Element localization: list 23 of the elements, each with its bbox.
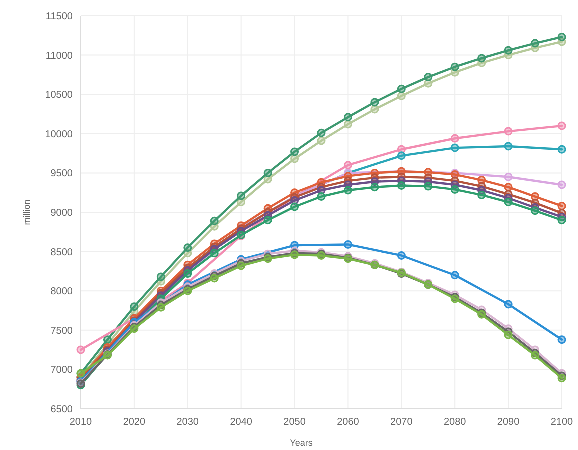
x-tick-label: 2030 xyxy=(176,417,200,428)
y-tick-label: 8500 xyxy=(50,247,74,258)
y-tick-label: 9500 xyxy=(50,168,74,180)
x-tick-label: 2090 xyxy=(497,417,520,428)
y-tick-label: 10500 xyxy=(45,90,74,102)
x-axis-title: Years xyxy=(290,438,314,448)
y-axis-title: million xyxy=(22,200,32,226)
y-tick-label: 7500 xyxy=(50,326,74,337)
x-tick-label: 2010 xyxy=(70,417,93,428)
y-tick-label: 10000 xyxy=(45,129,74,140)
x-tick-label: 2070 xyxy=(390,417,414,428)
x-tick-label: 2080 xyxy=(444,417,467,428)
x-tick-label: 2040 xyxy=(230,417,253,428)
x-tick-label: 2100 xyxy=(550,417,574,428)
x-tick-label: 2020 xyxy=(123,417,146,428)
x-tick-label: 2050 xyxy=(284,417,306,428)
y-tick-label: 11500 xyxy=(46,12,74,22)
y-tick-label: 11000 xyxy=(46,50,74,62)
y-tick-label: 9000 xyxy=(50,208,74,219)
y-tick-label: 6500 xyxy=(50,404,74,416)
y-tick-label: 8000 xyxy=(50,286,74,298)
x-tick-label: 2060 xyxy=(337,417,360,428)
y-tick-label: 7000 xyxy=(50,365,74,376)
